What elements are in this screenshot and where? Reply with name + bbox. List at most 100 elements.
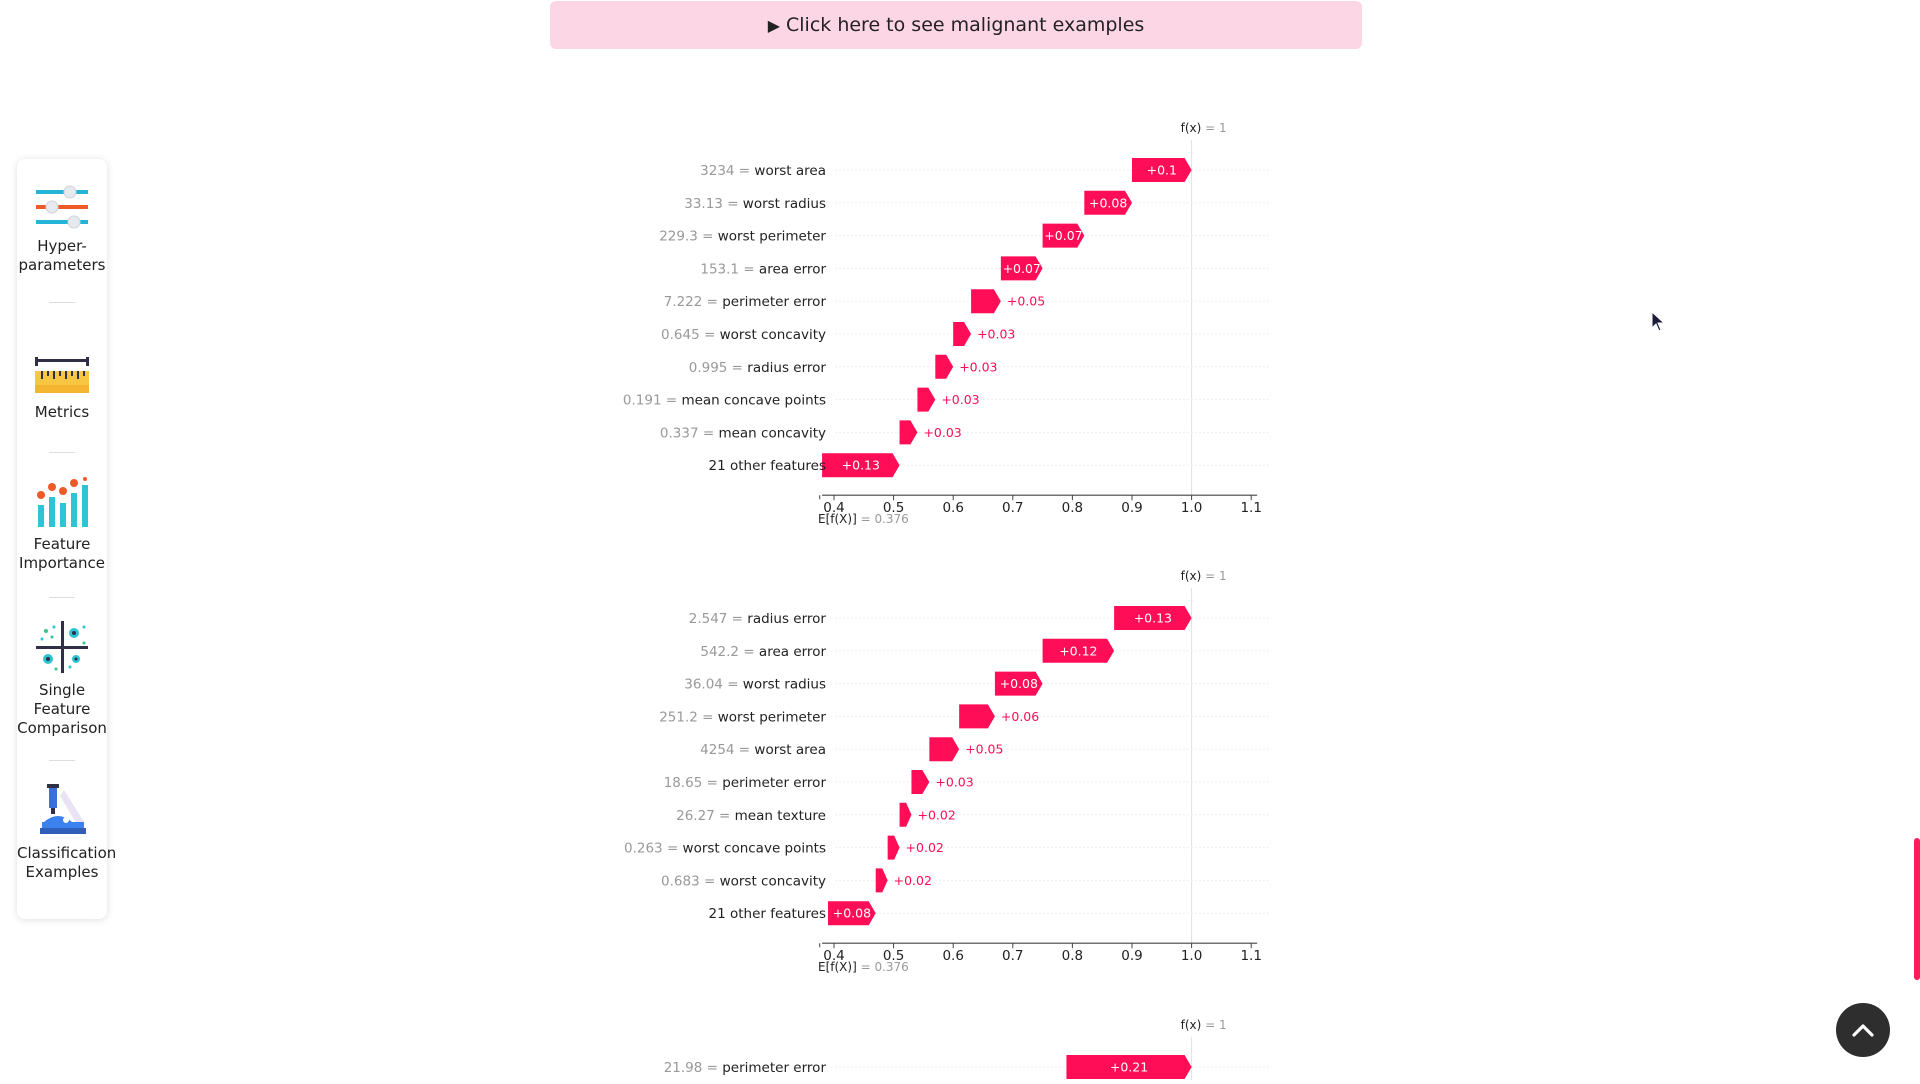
feature-label: 0.263 = worst concave points — [624, 841, 826, 857]
sidebar-item-label: Feature Importance — [19, 535, 105, 572]
bar-value-label: +0.06 — [1001, 709, 1039, 724]
waterfall-bar — [935, 354, 954, 379]
feature-label: 26.27 = mean texture — [676, 808, 826, 824]
bar-value-label: +0.02 — [917, 807, 955, 822]
waterfall-plots-svg: f(x) = 1 +0.1 3234 = worst area +0.08 33.13 … — [623, 121, 1270, 1080]
divider — [49, 302, 75, 303]
x-tick-label: 0.7 — [1002, 948, 1023, 964]
x-tick-label: 0.9 — [1121, 500, 1142, 516]
sidebar-item-label: Single Feature Comparison — [17, 681, 107, 737]
sidebar-item-feature-importance[interactable]: Feature Importance — [17, 477, 107, 573]
x-tick-label: 1.1 — [1240, 948, 1261, 964]
waterfall-bar — [828, 901, 876, 926]
waterfall-bar — [1000, 256, 1043, 281]
bar-chart-icon — [37, 477, 88, 527]
waterfall-bar — [911, 770, 930, 794]
divider — [49, 452, 75, 453]
waterfall-plots: f(x) = 1 +0.1 3234 = worst area +0.08 33.13 … — [600, 100, 1320, 1084]
scatter-quadrant-icon — [36, 621, 88, 673]
bar-value-label: +0.03 — [977, 327, 1015, 342]
divider — [49, 597, 75, 598]
divider — [49, 760, 75, 761]
sidebar-item-classification-examples[interactable]: Classification Examples — [17, 782, 117, 882]
feature-label: 153.1 = area error — [700, 261, 826, 277]
chevron-up-icon — [1852, 1024, 1874, 1037]
waterfall-bar — [929, 737, 960, 762]
feature-label: 21.98 = perimeter error — [664, 1060, 827, 1076]
waterfall-bar — [1084, 190, 1132, 215]
feature-label: 0.683 = worst concavity — [661, 873, 826, 889]
bar-value-label: +0.02 — [906, 840, 944, 855]
x-tick-label: 1.0 — [1181, 948, 1202, 964]
bar-value-label: +0.07 — [1003, 261, 1041, 276]
feature-label: 251.2 = worst perimeter — [659, 709, 826, 725]
bar-value-label: +0.05 — [1007, 294, 1045, 309]
expected-value-label: E[f(X)] = 0.376 — [818, 512, 909, 526]
sliders-icon — [36, 185, 88, 229]
bar-value-label: +0.07 — [1044, 228, 1082, 243]
feature-label: 33.13 = worst radius — [684, 196, 826, 212]
waterfall-bar — [1066, 1055, 1192, 1079]
waterfall-bar — [887, 835, 900, 860]
x-tick-label: 0.7 — [1002, 500, 1023, 516]
sidebar-item-label: Classification Examples — [17, 844, 117, 881]
feature-label: 0.191 = mean concave points — [623, 393, 826, 409]
waterfall-bar — [959, 704, 995, 729]
fx-label: f(x) = 1 — [1181, 121, 1227, 135]
bar-value-label: +0.08 — [1000, 676, 1038, 691]
x-tick-label: 1.1 — [1240, 500, 1261, 516]
sidebar-nav: Hyper- parameters Metrics — [17, 159, 117, 919]
feature-label: 21 other features — [709, 458, 827, 474]
waterfall-bar — [899, 420, 918, 445]
bar-value-label: +0.03 — [923, 425, 961, 440]
feature-label: 3234 = worst area — [700, 163, 826, 179]
waterfall-bar — [875, 868, 888, 893]
bar-value-label: +0.03 — [935, 775, 973, 790]
x-tick-label: 1.0 — [1181, 500, 1202, 516]
bar-value-label: +0.21 — [1110, 1060, 1148, 1075]
x-tick-label: 0.6 — [942, 500, 963, 516]
scroll-to-top-button[interactable] — [1836, 1003, 1890, 1057]
sidebar-item-hyperparameters[interactable]: Hyper- parameters — [17, 183, 107, 275]
mouse-cursor-icon — [1651, 311, 1665, 332]
sidebar-item-label: Hyper- parameters — [18, 237, 106, 274]
feature-label: 36.04 = worst radius — [684, 677, 826, 693]
x-tick-label: 0.9 — [1121, 948, 1142, 964]
x-tick-label: 0.8 — [1062, 948, 1083, 964]
bar-value-label: +0.12 — [1059, 643, 1097, 658]
fx-label: f(x) = 1 — [1181, 569, 1227, 583]
waterfall-bar — [1042, 223, 1085, 248]
waterfall-bar — [1042, 638, 1115, 663]
bar-value-label: +0.05 — [965, 742, 1003, 757]
scrollbar-thumb[interactable] — [1914, 838, 1920, 980]
waterfall-bar — [917, 387, 936, 412]
bar-value-label: +0.13 — [1134, 611, 1172, 626]
feature-label: 229.3 = worst perimeter — [659, 229, 826, 245]
feature-label: 4254 = worst area — [700, 742, 826, 758]
waterfall-bar — [953, 322, 972, 346]
microscope-icon — [40, 784, 86, 834]
x-tick-label: 0.4 — [823, 500, 844, 516]
bar-value-label: +0.1 — [1147, 163, 1177, 178]
triangle-right-icon: ▶ — [767, 15, 781, 35]
sidebar-item-label: Metrics — [34, 403, 90, 421]
x-tick-label: 0.6 — [942, 948, 963, 964]
feature-label: 2.547 = radius error — [689, 611, 827, 627]
sidebar-item-metrics[interactable]: Metrics — [17, 357, 107, 422]
waterfall-bar — [994, 671, 1043, 696]
feature-label: 18.65 = perimeter error — [664, 775, 827, 791]
bar-value-label: +0.08 — [1089, 195, 1127, 210]
sidebar-item-single-feature-comparison[interactable]: Single Feature Comparison — [17, 619, 107, 738]
bar-value-label: +0.02 — [894, 873, 932, 888]
bar-value-label: +0.03 — [941, 392, 979, 407]
feature-label: 7.222 = perimeter error — [664, 294, 827, 310]
waterfall-bar — [822, 453, 900, 478]
show-malignant-examples-button[interactable]: ▶ Click here to see malignant examples — [550, 1, 1362, 49]
waterfall-bar — [971, 289, 1001, 314]
x-tick-label: 0.4 — [823, 948, 844, 964]
waterfall-bar — [1132, 158, 1192, 182]
fx-label: f(x) = 1 — [1181, 1018, 1227, 1032]
expected-value-label: E[f(X)] = 0.376 — [818, 960, 909, 974]
bar-value-label: +0.13 — [842, 458, 880, 473]
bar-value-label: +0.03 — [959, 359, 997, 374]
